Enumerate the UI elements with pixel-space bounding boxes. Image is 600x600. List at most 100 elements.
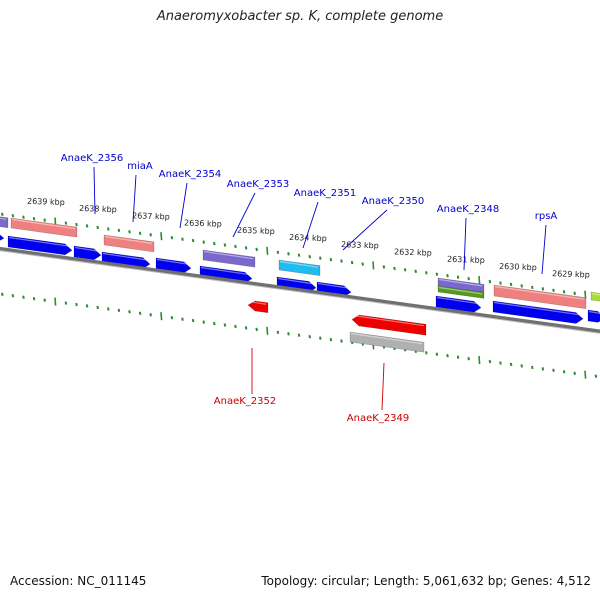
inner-tick [520,364,523,368]
inner-tick [266,326,269,335]
reverse-cds-arrow-shade [352,314,425,327]
outer-tick [43,218,46,222]
outer-tick [446,274,449,278]
outer-tick [403,268,407,272]
forward-cds-arrow [587,309,600,323]
forward-cds-arrow [155,257,192,274]
outer-tick [64,221,68,225]
outer-tick [541,287,545,291]
outer-tick [319,256,322,260]
forward-cds-arrow-shade [436,296,480,305]
forward-cds-arrow-shade [8,236,71,247]
reverse-cds-arrow [247,300,269,314]
outer-tick [509,282,513,287]
inner-tick [552,368,555,373]
outer-feature [437,285,485,299]
outer-tick-track [1,212,598,299]
forward-gene-label: AnaeK_2351 [294,188,356,199]
inner-tick [160,312,163,321]
forward-gene-label: AnaeK_2353 [227,179,289,190]
forward-leader-line [179,182,188,229]
inner-tick [22,295,25,299]
outer-tick [372,261,375,270]
outer-tick [562,290,566,294]
outer-tick [11,214,15,218]
inner-tick [594,374,598,378]
forward-gene-label: AnaeK_2350 [362,196,424,207]
outer-tick [456,275,460,279]
outer-tick [234,244,237,249]
outer-feature [103,234,155,253]
outer-tick [584,290,587,299]
outer-feature-shade [279,260,319,268]
forward-cds-arrow [435,295,482,313]
inner-tick [425,351,428,355]
inner-tick [1,292,4,296]
inner-tick [562,370,566,374]
outer-feature-shade [494,285,585,300]
topology-text: Topology: circular; Length: 5,061,632 bp… [261,574,591,588]
outer-tick [340,259,343,263]
inner-tick [170,315,174,320]
outer-tick [266,246,269,255]
inner-tick [117,308,121,313]
inner-tick [573,371,576,375]
reverse-feature [349,331,425,353]
outer-tick [297,253,301,257]
reverse-feature-shade [350,332,423,345]
forward-cds-arrow-shade [317,282,350,289]
outer-feature-shade [0,217,7,220]
forward-cds-arrow-shade [102,252,149,261]
outer-tick [276,250,280,255]
kbp-label: 2635 kbp [237,226,275,236]
kbp-label: 2637 kbp [132,211,170,221]
outer-feature-shade [591,292,600,296]
inner-tick [276,330,280,335]
inner-tick [446,354,449,358]
inner-tick [64,301,68,305]
inner-tick [467,356,470,361]
kbp-label: 2639 kbp [27,197,65,207]
forward-cds-arrow-shade [74,246,100,252]
outer-tick [75,222,78,227]
label-leader-lines [93,166,547,411]
reverse-leader-line [381,362,385,411]
outer-feature-shade [104,235,153,244]
inner-tick [478,356,481,365]
outer-tick [573,291,576,295]
kbp-label: 2631 kbp [447,255,485,265]
outer-feature [493,284,587,310]
outer-tick [32,216,36,221]
inner-tick [308,335,311,339]
inner-tick [54,297,57,306]
outer-tick [213,241,216,246]
backbone-shadow [0,250,600,334]
outer-tick [361,262,364,266]
inner-tick [329,337,333,342]
outer-feature-shade [203,250,254,260]
inner-tick [531,365,534,370]
inner-tick [11,294,15,298]
outer-tick [287,252,290,256]
inner-tick [96,305,99,310]
forward-gene-label: rpsA [535,211,558,222]
inner-tick [287,332,290,336]
kbp-label: 2629 kbp [552,269,590,279]
inner-tick [75,302,78,307]
outer-tick [117,228,121,233]
inner-tick [85,304,89,308]
inner-tick [43,298,46,302]
inner-tick [456,355,460,359]
forward-cds-arrow [492,300,584,324]
outer-tick [552,288,555,293]
outer-tick [149,233,152,237]
outer-tick [22,215,25,219]
outer-tick [138,231,142,235]
inner-tick [223,323,227,327]
forward-leader-line [463,217,467,271]
forward-cds-arrow-shade [588,310,600,314]
map-title: Anaeromyxobacter sp. K, complete genome [156,9,444,24]
outer-tick [414,269,417,274]
inner-tick [234,324,237,329]
outer-tick [350,260,354,265]
